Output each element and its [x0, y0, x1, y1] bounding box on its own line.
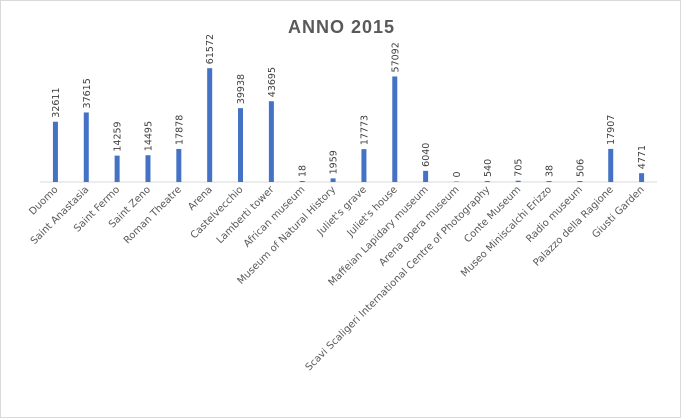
chart-title: ANNO 2015 [287, 17, 396, 37]
bar [546, 181, 552, 182]
data-label: 6040 [421, 143, 432, 167]
data-label: 705 [514, 159, 525, 177]
bar [268, 101, 274, 182]
bar [176, 148, 182, 182]
bar [453, 181, 459, 182]
data-label: 61572 [205, 34, 216, 64]
data-label: 0 [452, 171, 463, 177]
x-tick-label: Arena [186, 184, 215, 213]
data-label: 540 [483, 159, 494, 177]
x-tick-label: Roman Theatre [122, 184, 184, 246]
data-label: 4771 [637, 145, 648, 169]
x-tick-label: Conte Museum [462, 184, 523, 245]
bar [484, 181, 490, 182]
data-label: 57092 [390, 42, 401, 72]
data-label: 39938 [236, 74, 247, 104]
bar [238, 108, 244, 182]
bar [330, 178, 336, 182]
bar [515, 180, 521, 182]
bar [577, 181, 583, 182]
data-label: 506 [575, 159, 586, 177]
data-label: 17907 [606, 115, 617, 145]
data-label: 38 [545, 165, 556, 177]
data-label: 14259 [113, 121, 124, 151]
data-label: 17878 [174, 115, 185, 145]
bar [83, 112, 89, 182]
data-labels: 32611 37615 14259 14495 17878 61572 39938 43695… [51, 34, 648, 178]
bar [207, 68, 213, 182]
bar [299, 181, 305, 182]
data-label: 37615 [82, 78, 93, 108]
bar [608, 148, 614, 182]
bar [145, 155, 151, 182]
x-tick-label: Radio museum [524, 184, 585, 245]
bar [52, 121, 58, 182]
bar [423, 170, 429, 182]
data-label: 43695 [267, 67, 278, 97]
bar [114, 155, 120, 182]
bar [639, 173, 645, 182]
data-label: 17773 [359, 115, 370, 145]
bars [52, 68, 645, 182]
data-label: 32611 [51, 87, 62, 117]
data-label: 1959 [329, 150, 340, 174]
data-label: 18 [298, 165, 309, 177]
data-label: 14495 [143, 121, 154, 151]
bar [392, 76, 398, 182]
bar [361, 149, 367, 182]
